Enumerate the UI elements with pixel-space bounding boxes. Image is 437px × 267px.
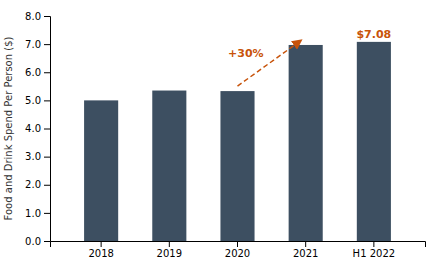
bars — [84, 42, 391, 241]
y-axis: 0.0 1.0 2.0 3.0 4.0 5.0 6.0 7.0 8.0 — [25, 11, 50, 247]
y-tick: 0.0 — [25, 236, 50, 247]
y-tick-mark — [44, 213, 50, 214]
y-tick: 2.0 — [25, 179, 50, 190]
bar — [84, 100, 118, 241]
y-tick-label: 8.0 — [25, 11, 41, 22]
x-tick: H1 2022 — [353, 241, 396, 259]
plot: 0.01.02.03.04.05.06.07.08.02018201920202… — [25, 11, 425, 259]
y-tick-label: 3.0 — [25, 151, 41, 162]
x-axis: 2018 2019 2020 2021 H1 2022 — [51, 241, 426, 259]
x-tick-mark — [305, 241, 306, 247]
x-tick-label: H1 2022 — [353, 248, 396, 259]
y-tick-label: 2.0 — [25, 179, 41, 190]
x-tick-mark — [237, 241, 238, 247]
y-tick-label: 6.0 — [25, 67, 41, 78]
y-tick-mark — [44, 157, 50, 158]
x-tick: 2020 — [225, 241, 250, 259]
x-tick-mark — [373, 241, 374, 247]
bar — [220, 91, 254, 241]
y-tick: 7.0 — [25, 39, 50, 50]
x-tick: 2021 — [293, 241, 318, 259]
bar — [357, 42, 391, 241]
y-tick-label: 1.0 — [25, 208, 41, 219]
y-tick: 6.0 — [25, 67, 50, 78]
y-tick-mark — [44, 241, 50, 242]
x-tick-mark — [169, 241, 170, 247]
x-tick-mark — [101, 241, 102, 247]
y-tick: 8.0 — [25, 11, 50, 22]
x-tick-label: 2019 — [157, 248, 182, 259]
y-tick-label: 0.0 — [25, 236, 41, 247]
y-tick-label: 5.0 — [25, 95, 41, 106]
x-axis-line — [51, 242, 426, 248]
y-tick: 1.0 — [25, 208, 50, 219]
y-tick-mark — [44, 16, 50, 17]
y-tick-mark — [44, 185, 50, 186]
annotations: +30% $7.08 — [228, 28, 391, 86]
x-tick-label: 2020 — [225, 248, 250, 259]
x-tick-label: 2021 — [293, 248, 318, 259]
bar — [152, 91, 186, 241]
y-tick: 5.0 — [25, 95, 50, 106]
y-tick-mark — [44, 72, 50, 73]
y-tick-label: 4.0 — [25, 123, 41, 134]
annotation-text: $7.08 — [356, 28, 391, 41]
chart: 0.01.02.03.04.05.06.07.08.02018201920202… — [0, 0, 437, 267]
x-tick-label: 2018 — [88, 248, 113, 259]
y-tick-mark — [44, 44, 50, 45]
y-tick-mark — [44, 129, 50, 130]
bar — [289, 45, 323, 241]
x-tick: 2019 — [157, 241, 182, 259]
annotation-text: +30% — [228, 47, 264, 60]
x-tick: 2018 — [88, 241, 113, 259]
y-axis-title: Food and Drink Spend Per Person ($) — [3, 36, 14, 220]
y-tick-mark — [44, 100, 50, 101]
y-tick-label: 7.0 — [25, 39, 41, 50]
y-axis-line — [44, 17, 51, 242]
y-tick: 4.0 — [25, 123, 50, 134]
y-tick: 3.0 — [25, 151, 50, 162]
